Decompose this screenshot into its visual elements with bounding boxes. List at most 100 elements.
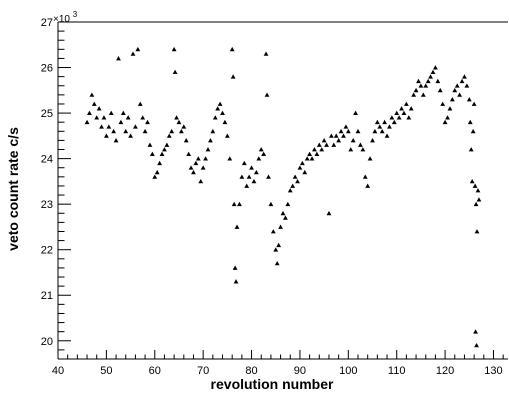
- data-point: [468, 147, 474, 152]
- data-point: [241, 160, 247, 166]
- data-point: [425, 78, 431, 84]
- data-point: [215, 106, 221, 111]
- data-point: [377, 124, 383, 129]
- data-point: [474, 342, 479, 348]
- data-point: [396, 115, 402, 120]
- data-point: [154, 169, 160, 175]
- data-point: [152, 174, 158, 179]
- data-point: [442, 119, 448, 125]
- data-point: [130, 51, 136, 56]
- data-point: [244, 183, 250, 188]
- data-point: [264, 92, 270, 97]
- data-point: [367, 156, 373, 161]
- data-point: [362, 174, 368, 179]
- data-point: [430, 69, 436, 75]
- data-point: [382, 119, 388, 125]
- data-point: [261, 151, 267, 156]
- data-point: [307, 151, 313, 156]
- data-point: [449, 97, 455, 102]
- data-point: [178, 128, 184, 134]
- data-point: [118, 119, 124, 125]
- data-point: [470, 128, 476, 134]
- y-multiplier-label: ×10 3: [53, 10, 78, 25]
- data-point: [108, 110, 114, 116]
- data-point: [452, 87, 458, 93]
- data-point: [256, 156, 262, 161]
- data-point: [164, 142, 170, 147]
- data-point: [210, 128, 216, 134]
- data-point: [469, 178, 475, 184]
- data-point: [328, 133, 334, 138]
- data-point: [475, 188, 481, 193]
- data-point: [333, 133, 339, 138]
- data-point: [263, 51, 269, 56]
- data-point: [111, 128, 117, 134]
- x-tick-label: 110: [388, 365, 406, 377]
- x-tick-label: 60: [149, 365, 161, 377]
- data-point: [106, 124, 112, 129]
- data-point: [292, 174, 298, 179]
- data-point: [166, 133, 172, 138]
- data-point: [176, 119, 182, 125]
- data-point: [464, 83, 470, 88]
- data-point: [324, 142, 329, 147]
- y-tick-label: 26: [41, 63, 53, 75]
- data-point: [283, 215, 288, 220]
- data-point: [295, 178, 300, 184]
- data-point: [435, 78, 441, 84]
- data-point: [326, 210, 332, 216]
- data-point: [140, 115, 146, 120]
- data-point: [338, 128, 344, 134]
- data-point: [157, 160, 163, 166]
- data-point: [266, 174, 271, 179]
- data-point: [471, 101, 477, 106]
- data-point: [374, 119, 380, 125]
- x-axis-title: revolution number: [211, 376, 334, 392]
- data-point: [113, 138, 119, 143]
- data-point: [169, 128, 175, 134]
- data-point: [411, 92, 417, 97]
- data-point: [183, 138, 189, 143]
- data-point: [89, 92, 95, 97]
- data-point: [348, 147, 354, 152]
- data-point: [336, 138, 342, 143]
- data-point: [229, 46, 235, 52]
- data-point: [273, 247, 279, 252]
- data-point: [416, 78, 421, 84]
- data-point: [145, 119, 150, 125]
- data-point: [123, 128, 129, 134]
- data-point: [343, 124, 349, 129]
- data-point: [258, 147, 264, 152]
- data-point: [181, 124, 187, 129]
- x-tick-label: 130: [484, 365, 502, 377]
- data-point: [230, 74, 236, 79]
- data-point: [394, 110, 400, 116]
- data-point: [462, 74, 467, 79]
- data-point: [116, 56, 121, 61]
- x-tick-label: 120: [436, 365, 454, 377]
- data-point: [171, 46, 177, 52]
- data-point: [304, 156, 310, 161]
- data-point: [137, 101, 143, 106]
- data-point: [231, 201, 237, 207]
- data-point: [319, 147, 325, 152]
- data-point: [413, 87, 419, 93]
- data-point: [274, 260, 280, 266]
- data-point: [205, 147, 211, 152]
- data-point: [447, 106, 453, 111]
- data-point: [408, 106, 414, 111]
- data-point: [135, 46, 141, 52]
- x-tick-label: 90: [294, 365, 306, 377]
- data-point: [91, 101, 97, 106]
- data-point: [454, 83, 460, 88]
- data-point: [474, 229, 480, 234]
- data-point: [459, 78, 465, 84]
- y-axis-title: veto count rate c/s: [5, 127, 21, 251]
- data-point: [316, 142, 322, 147]
- data-point: [159, 151, 165, 156]
- data-point: [133, 124, 138, 129]
- data-point: [220, 110, 225, 116]
- data-point: [437, 87, 443, 93]
- y-tick-label: 22: [41, 245, 53, 257]
- data-point: [379, 128, 385, 134]
